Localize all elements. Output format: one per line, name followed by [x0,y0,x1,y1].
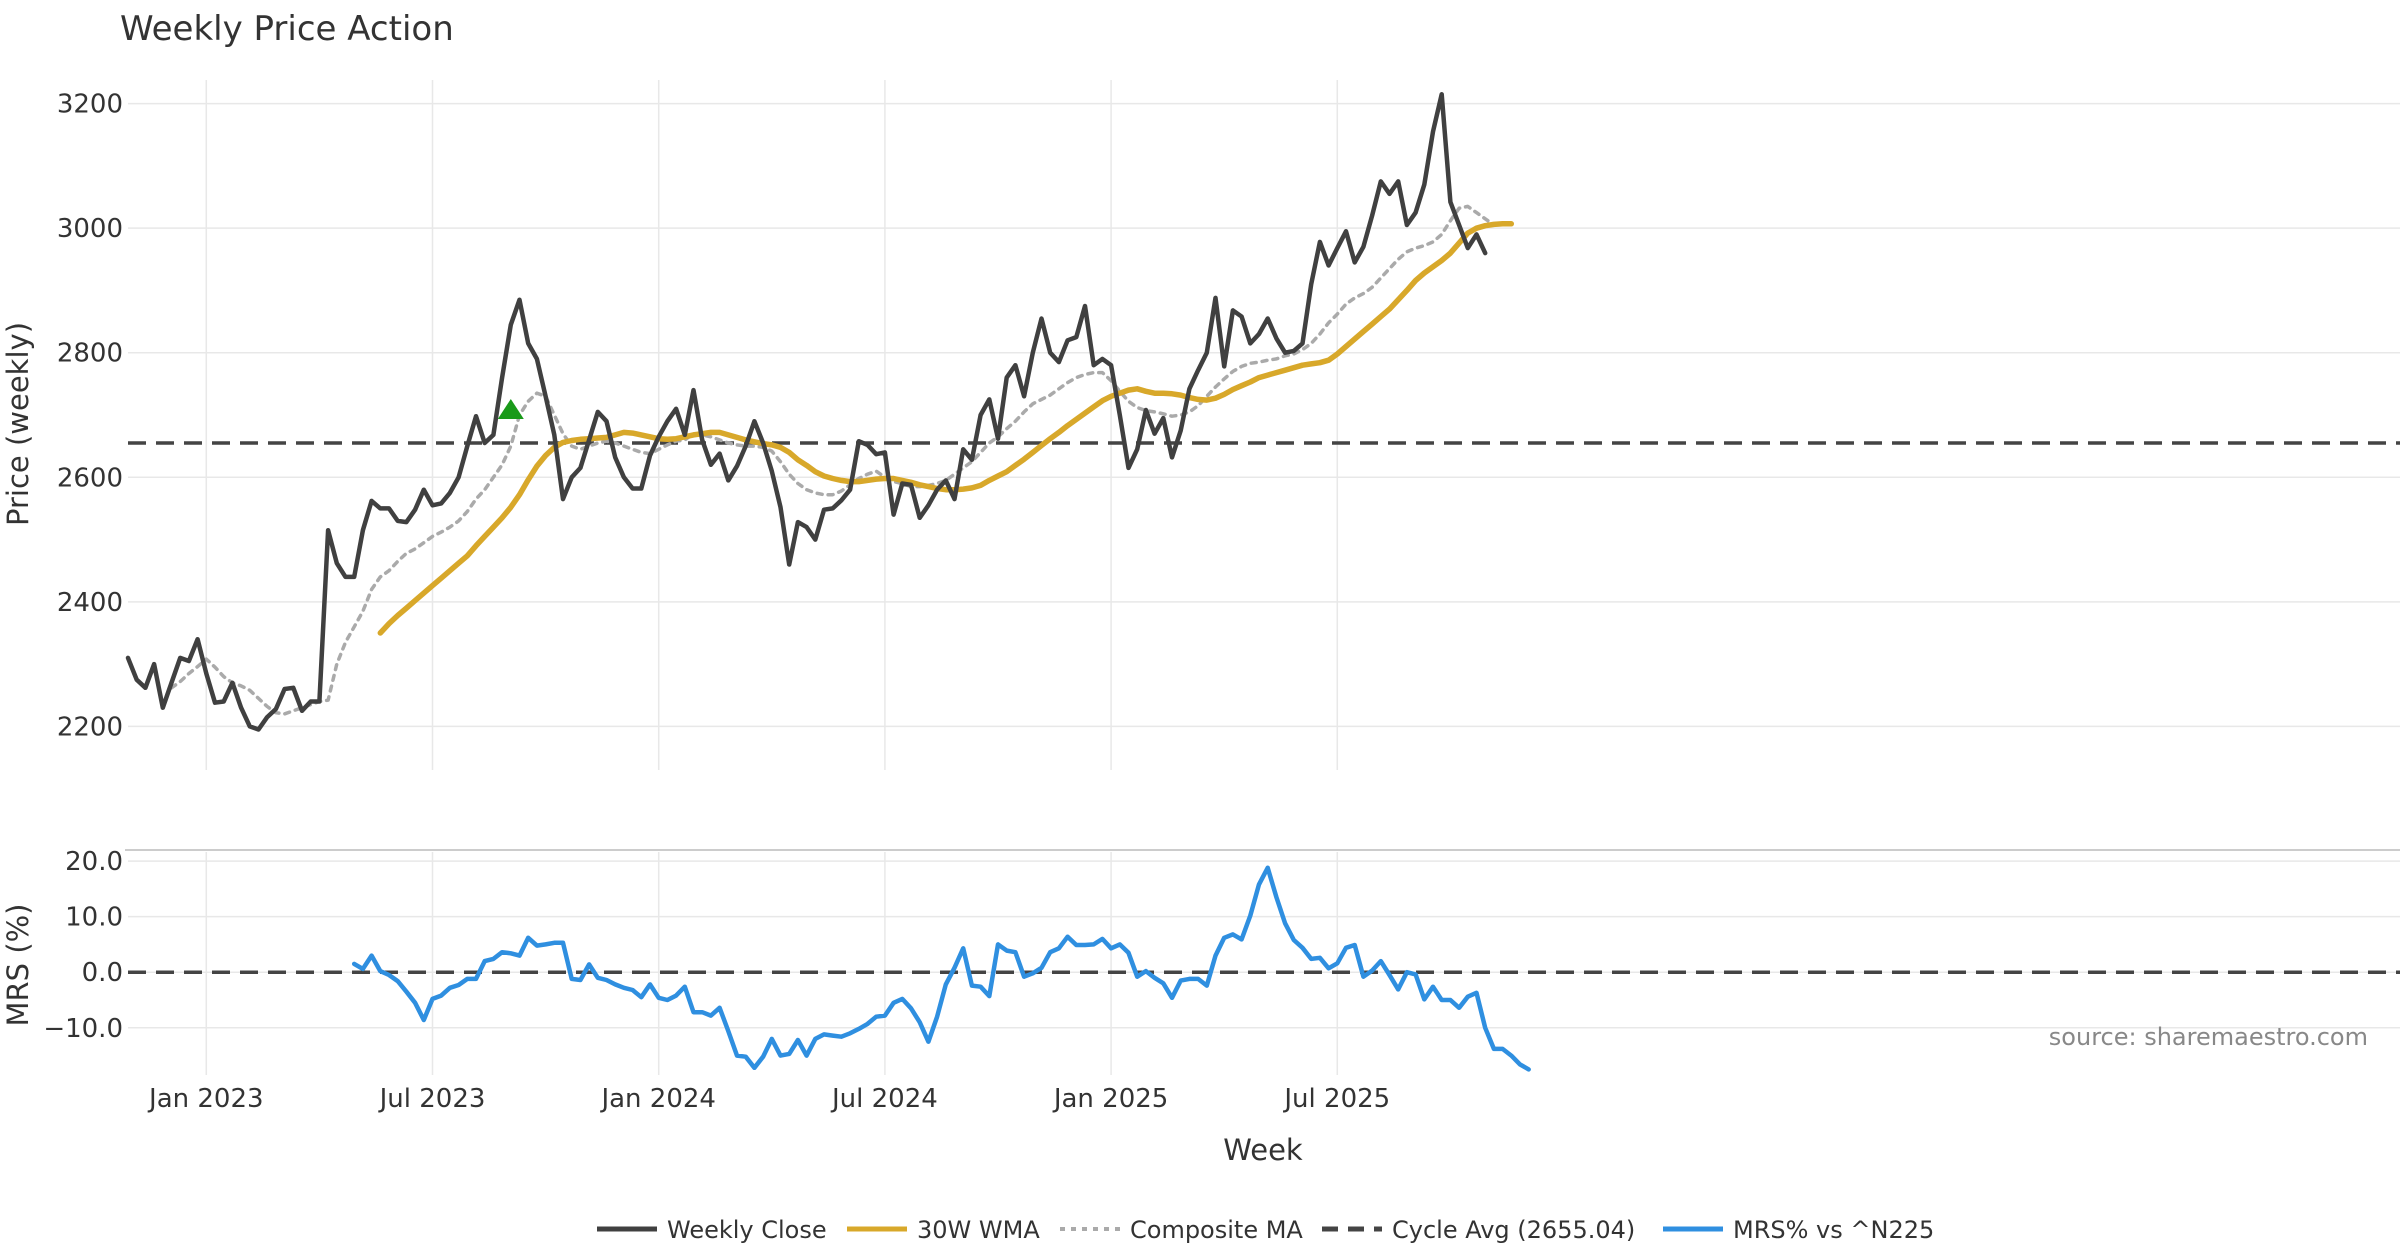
legend-label: 30W WMA [917,1216,1040,1244]
mrs-y-tick-label: −10.0 [43,1014,123,1044]
mrs-y-axis-label: MRS (%) [1,904,35,1027]
price-30w-wma-line [377,221,1515,636]
mrs-y-tick-label: 20.0 [65,847,123,877]
mrs-series-group [128,865,2400,1072]
x-tick-label: Jan 2024 [599,1084,716,1114]
price-y-tick-label: 2600 [57,463,123,493]
x-tick-label: Jul 2023 [378,1084,486,1114]
price-weekly-close-line [125,92,1488,732]
legend-label: Weekly Close [667,1216,827,1244]
price-y-tick-label: 2400 [57,588,123,618]
price-series-group [125,92,2400,732]
mrs-mrs-vs-n225-line [351,865,1531,1072]
source-credit: source: sharemaestro.com [2049,1023,2368,1051]
legend-label: Cycle Avg (2655.04) [1392,1216,1635,1244]
mrs-y-tick-label: 10.0 [65,903,123,933]
mrs-y-tick-label: 0.0 [82,958,123,988]
price-y-tick-label: 3000 [57,214,123,244]
mrs-y-ticks: 20.0 10.0 0.0 −10.0 [43,847,123,1044]
x-tick-label: Jan 2025 [1052,1084,1169,1114]
chart-title: Weekly Price Action [120,9,454,49]
x-tick-label: Jul 2024 [830,1084,938,1114]
x-axis-label: Week [1223,1133,1303,1167]
price-gridlines [128,80,2400,770]
buy-signal-triangle-marker [497,399,524,420]
price-y-tick-label: 2800 [57,339,123,369]
legend-label: Composite MA [1130,1216,1303,1244]
price-y-axis-label: Price (weekly) [1,322,35,526]
price-y-ticks: 2200 2400 2600 2800 3000 3200 [57,90,123,743]
price-y-tick-label: 2200 [57,712,123,742]
x-tick-label: Jul 2025 [1282,1084,1390,1114]
legend: Weekly Close 30W WMA Composite MA Cycle Avg… [597,1216,1934,1244]
price-markers [497,399,524,420]
price-y-tick-label: 3200 [57,90,123,120]
legend-label: MRS% vs ^N225 [1733,1216,1934,1244]
x-tick-label: Jan 2023 [147,1084,264,1114]
x-axis-ticks: Jan 2023 Jul 2023 Jan 2024 Jul 2024 Jan 2025… [147,1084,1390,1114]
price-composite-ma-line [169,204,1496,716]
